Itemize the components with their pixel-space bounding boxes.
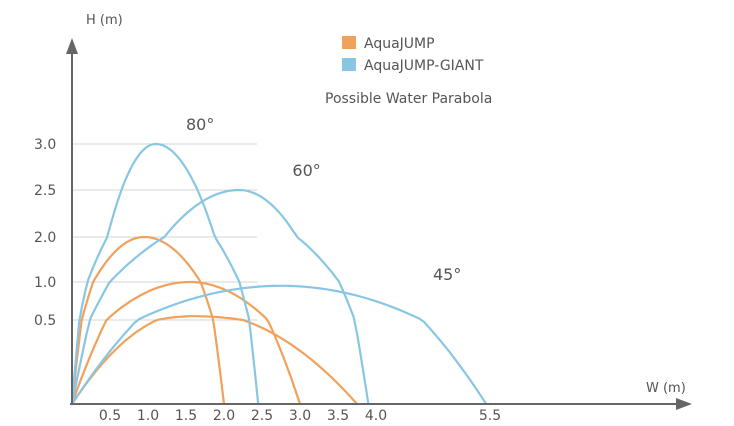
legend-label-aquajump-giant: AquaJUMP-GIANT — [364, 58, 484, 74]
legend-swatch-aquajump-giant — [342, 58, 356, 71]
parabola-aquajump-giant-80 — [70, 142, 260, 406]
angle-label: 80° — [186, 115, 214, 134]
angle-labels: 80° 60° 45° — [186, 115, 461, 284]
parabola-aquajump-60 — [70, 280, 302, 406]
chart-subtitle: Possible Water Parabola — [325, 91, 492, 107]
angle-label: 60° — [292, 161, 320, 180]
parabola-curves — [70, 142, 488, 406]
legend-swatch-aquajump — [342, 36, 356, 49]
y-tick-label: 0.5 — [34, 313, 56, 329]
angle-label: 45° — [433, 265, 461, 284]
parabola-aquajump-80 — [70, 235, 226, 406]
parabola-aquajump-giant-60 — [70, 188, 370, 406]
x-tick-label: 3.0 — [289, 408, 311, 424]
x-tick-label: 1.0 — [137, 408, 159, 424]
x-tick-label: 3.5 — [327, 408, 349, 424]
y-tick-labels: 0.5 1.0 2.0 2.5 3.0 — [34, 137, 56, 329]
x-axis-title: W (m) — [646, 381, 686, 396]
parabola-aquajump-giant-45 — [70, 284, 488, 406]
legend-label-aquajump: AquaJUMP — [364, 36, 435, 52]
x-tick-label: 2.0 — [213, 408, 235, 424]
x-tick-label: 5.5 — [479, 408, 501, 424]
legend: AquaJUMP AquaJUMP-GIANT — [342, 36, 484, 74]
x-tick-label: 4.0 — [365, 408, 387, 424]
x-tick-label: 0.5 — [99, 408, 121, 424]
x-tick-labels: 0.5 1.0 1.5 2.0 2.5 3.0 3.5 4.0 5.5 — [99, 408, 501, 424]
y-axis-arrow-icon — [66, 38, 78, 54]
x-tick-label: 2.5 — [251, 408, 273, 424]
x-tick-label: 1.5 — [175, 408, 197, 424]
x-axis-arrow-icon — [676, 398, 692, 410]
parabola-aquajump-45 — [70, 315, 359, 406]
y-axis-title: H (m) — [86, 13, 123, 28]
y-tick-label: 3.0 — [34, 137, 56, 153]
y-tick-label: 2.5 — [34, 183, 56, 199]
gridlines — [72, 143, 257, 321]
y-tick-label: 1.0 — [34, 275, 56, 291]
y-tick-label: 2.0 — [34, 230, 56, 246]
